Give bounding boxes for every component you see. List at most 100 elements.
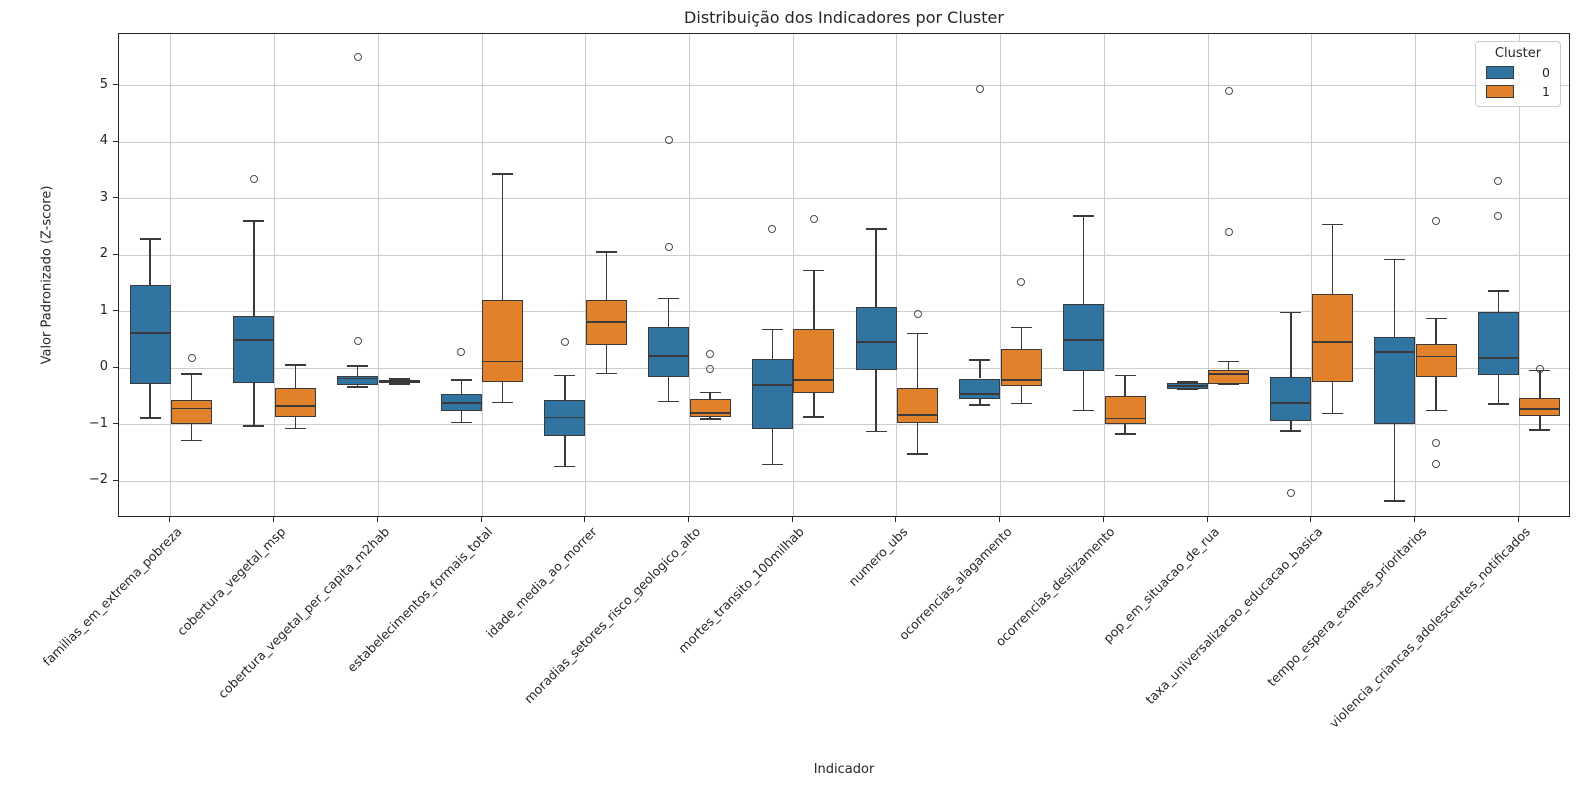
gridline-vertical xyxy=(377,34,379,516)
whisker-upper-g3-cluster1 xyxy=(502,174,504,300)
median-g4-cluster1 xyxy=(585,321,627,323)
x-tick-label-moradias_setores_risco_geologico_alto: moradias_setores_risco_geologico_alto xyxy=(520,524,704,707)
outlier-0-g13-cluster0 xyxy=(1494,211,1503,220)
whisker-cap-lower-g8-cluster1 xyxy=(1010,402,1032,405)
gridline-vertical xyxy=(1207,34,1209,516)
whisker-cap-lower-g1-cluster1 xyxy=(284,427,306,429)
x-tick-mark xyxy=(1413,517,1415,522)
gridline-horizontal xyxy=(119,85,1569,87)
whisker-lower-g0-cluster1 xyxy=(190,424,193,441)
whisker-lower-g11-cluster0 xyxy=(1290,420,1292,432)
outlier-1-g5-cluster0 xyxy=(664,135,673,144)
median-g0-cluster0 xyxy=(129,331,171,334)
outlier-1-g2-cluster0 xyxy=(353,53,362,62)
x-tick-label-pop_em_situacao_de_rua: pop_em_situacao_de_rua xyxy=(1099,524,1222,646)
whisker-cap-lower-g7-cluster0 xyxy=(865,430,887,433)
whisker-lower-g4-cluster1 xyxy=(605,345,608,374)
whisker-cap-upper-g3-cluster1 xyxy=(492,173,514,175)
whisker-cap-upper-g0-cluster0 xyxy=(139,238,161,240)
whisker-cap-upper-g9-cluster1 xyxy=(1114,374,1136,377)
whisker-lower-g3-cluster0 xyxy=(460,410,462,423)
outlier-0-g8-cluster0 xyxy=(975,84,984,93)
y-tick-mark xyxy=(113,253,118,255)
whisker-lower-g3-cluster1 xyxy=(502,382,504,403)
y-tick-mark xyxy=(113,140,118,142)
whisker-cap-upper-g7-cluster0 xyxy=(865,228,887,230)
gridline-vertical xyxy=(688,34,690,516)
whisker-cap-upper-g1-cluster0 xyxy=(243,220,265,222)
whisker-cap-lower-g2-cluster1 xyxy=(388,383,410,385)
median-g10-cluster0 xyxy=(1166,384,1208,387)
box-g6-cluster0 xyxy=(751,359,793,429)
whisker-lower-g7-cluster1 xyxy=(916,422,919,455)
box-g0-cluster1 xyxy=(171,399,213,425)
whisker-cap-upper-g12-cluster0 xyxy=(1384,258,1406,261)
whisker-cap-lower-g0-cluster0 xyxy=(139,417,161,419)
box-g9-cluster1 xyxy=(1104,396,1146,424)
whisker-upper-g0-cluster0 xyxy=(149,239,151,285)
gridline-horizontal xyxy=(119,141,1569,143)
whisker-lower-g2-cluster0 xyxy=(356,384,359,387)
y-tick-label: 3 xyxy=(99,189,108,205)
box-g11-cluster1 xyxy=(1311,294,1353,382)
whisker-lower-g8-cluster0 xyxy=(979,399,981,406)
whisker-cap-upper-g4-cluster1 xyxy=(595,251,617,253)
whisker-upper-g4-cluster1 xyxy=(605,251,608,300)
legend-item-cluster-1: 1 xyxy=(1486,84,1550,99)
whisker-upper-g1-cluster0 xyxy=(253,220,255,316)
median-g3-cluster0 xyxy=(440,402,482,405)
whisker-lower-g13-cluster0 xyxy=(1497,375,1500,404)
gridline-vertical xyxy=(1311,34,1313,516)
whisker-cap-upper-g0-cluster1 xyxy=(181,373,203,375)
median-g11-cluster0 xyxy=(1270,402,1312,405)
gridline-vertical xyxy=(170,34,172,516)
whisker-upper-g12-cluster1 xyxy=(1435,318,1437,345)
median-g7-cluster0 xyxy=(855,340,897,343)
whisker-cap-lower-g5-cluster0 xyxy=(658,400,680,403)
gridline-horizontal xyxy=(119,367,1569,369)
median-g8-cluster1 xyxy=(1000,379,1042,382)
legend-label-cluster-0: 0 xyxy=(1542,65,1550,80)
outlier-0-g6-cluster0 xyxy=(768,225,777,234)
outlier-0-g10-cluster1 xyxy=(1224,227,1233,236)
x-tick-mark xyxy=(1517,517,1519,522)
outlier-0-g8-cluster1 xyxy=(1017,278,1026,287)
gridline-vertical xyxy=(1000,34,1002,516)
outlier-0-g7-cluster1 xyxy=(913,309,922,318)
whisker-upper-g9-cluster0 xyxy=(1082,215,1085,304)
whisker-cap-lower-g10-cluster1 xyxy=(1218,384,1240,386)
x-tick-label-numero_ubs: numero_ubs xyxy=(845,524,911,589)
whisker-lower-g4-cluster0 xyxy=(564,435,566,467)
whisker-cap-lower-g8-cluster0 xyxy=(969,404,991,406)
gridline-vertical xyxy=(1518,34,1520,516)
whisker-upper-g4-cluster0 xyxy=(564,375,566,400)
whisker-cap-lower-g9-cluster1 xyxy=(1114,433,1136,435)
box-g7-cluster0 xyxy=(855,306,897,371)
whisker-upper-g3-cluster0 xyxy=(460,380,462,394)
box-g2-cluster0 xyxy=(337,375,379,385)
median-g9-cluster1 xyxy=(1104,417,1146,420)
gridline-vertical xyxy=(896,34,898,516)
whisker-cap-upper-g10-cluster0 xyxy=(1176,381,1198,383)
chart-title: Distribuição dos Indicadores por Cluster xyxy=(684,8,1004,27)
median-g7-cluster1 xyxy=(897,413,939,416)
y-tick-label: −1 xyxy=(88,415,108,431)
outlier-0-g12-cluster1 xyxy=(1432,216,1441,225)
median-g6-cluster1 xyxy=(793,378,835,381)
whisker-cap-lower-g3-cluster1 xyxy=(492,402,514,404)
x-tick-label-familias_em_extrema_pobreza: familias_em_extrema_pobreza xyxy=(39,524,185,669)
box-g12-cluster0 xyxy=(1374,336,1416,425)
whisker-cap-lower-g12-cluster1 xyxy=(1425,409,1447,412)
whisker-upper-g0-cluster1 xyxy=(190,373,193,400)
whisker-upper-g1-cluster1 xyxy=(294,364,296,389)
box-g9-cluster0 xyxy=(1063,303,1105,371)
whisker-lower-g5-cluster0 xyxy=(667,377,670,402)
x-tick-label-mortes_transito_100milhab: mortes_transito_100milhab xyxy=(675,524,807,656)
y-tick-mark xyxy=(113,197,118,199)
y-tick-mark xyxy=(113,479,118,481)
whisker-cap-upper-g8-cluster0 xyxy=(969,359,991,361)
x-tick-mark xyxy=(584,517,586,522)
whisker-upper-g10-cluster1 xyxy=(1228,361,1230,371)
whisker-cap-lower-g4-cluster1 xyxy=(595,372,617,375)
outlier-0-g11-cluster0 xyxy=(1286,489,1295,498)
